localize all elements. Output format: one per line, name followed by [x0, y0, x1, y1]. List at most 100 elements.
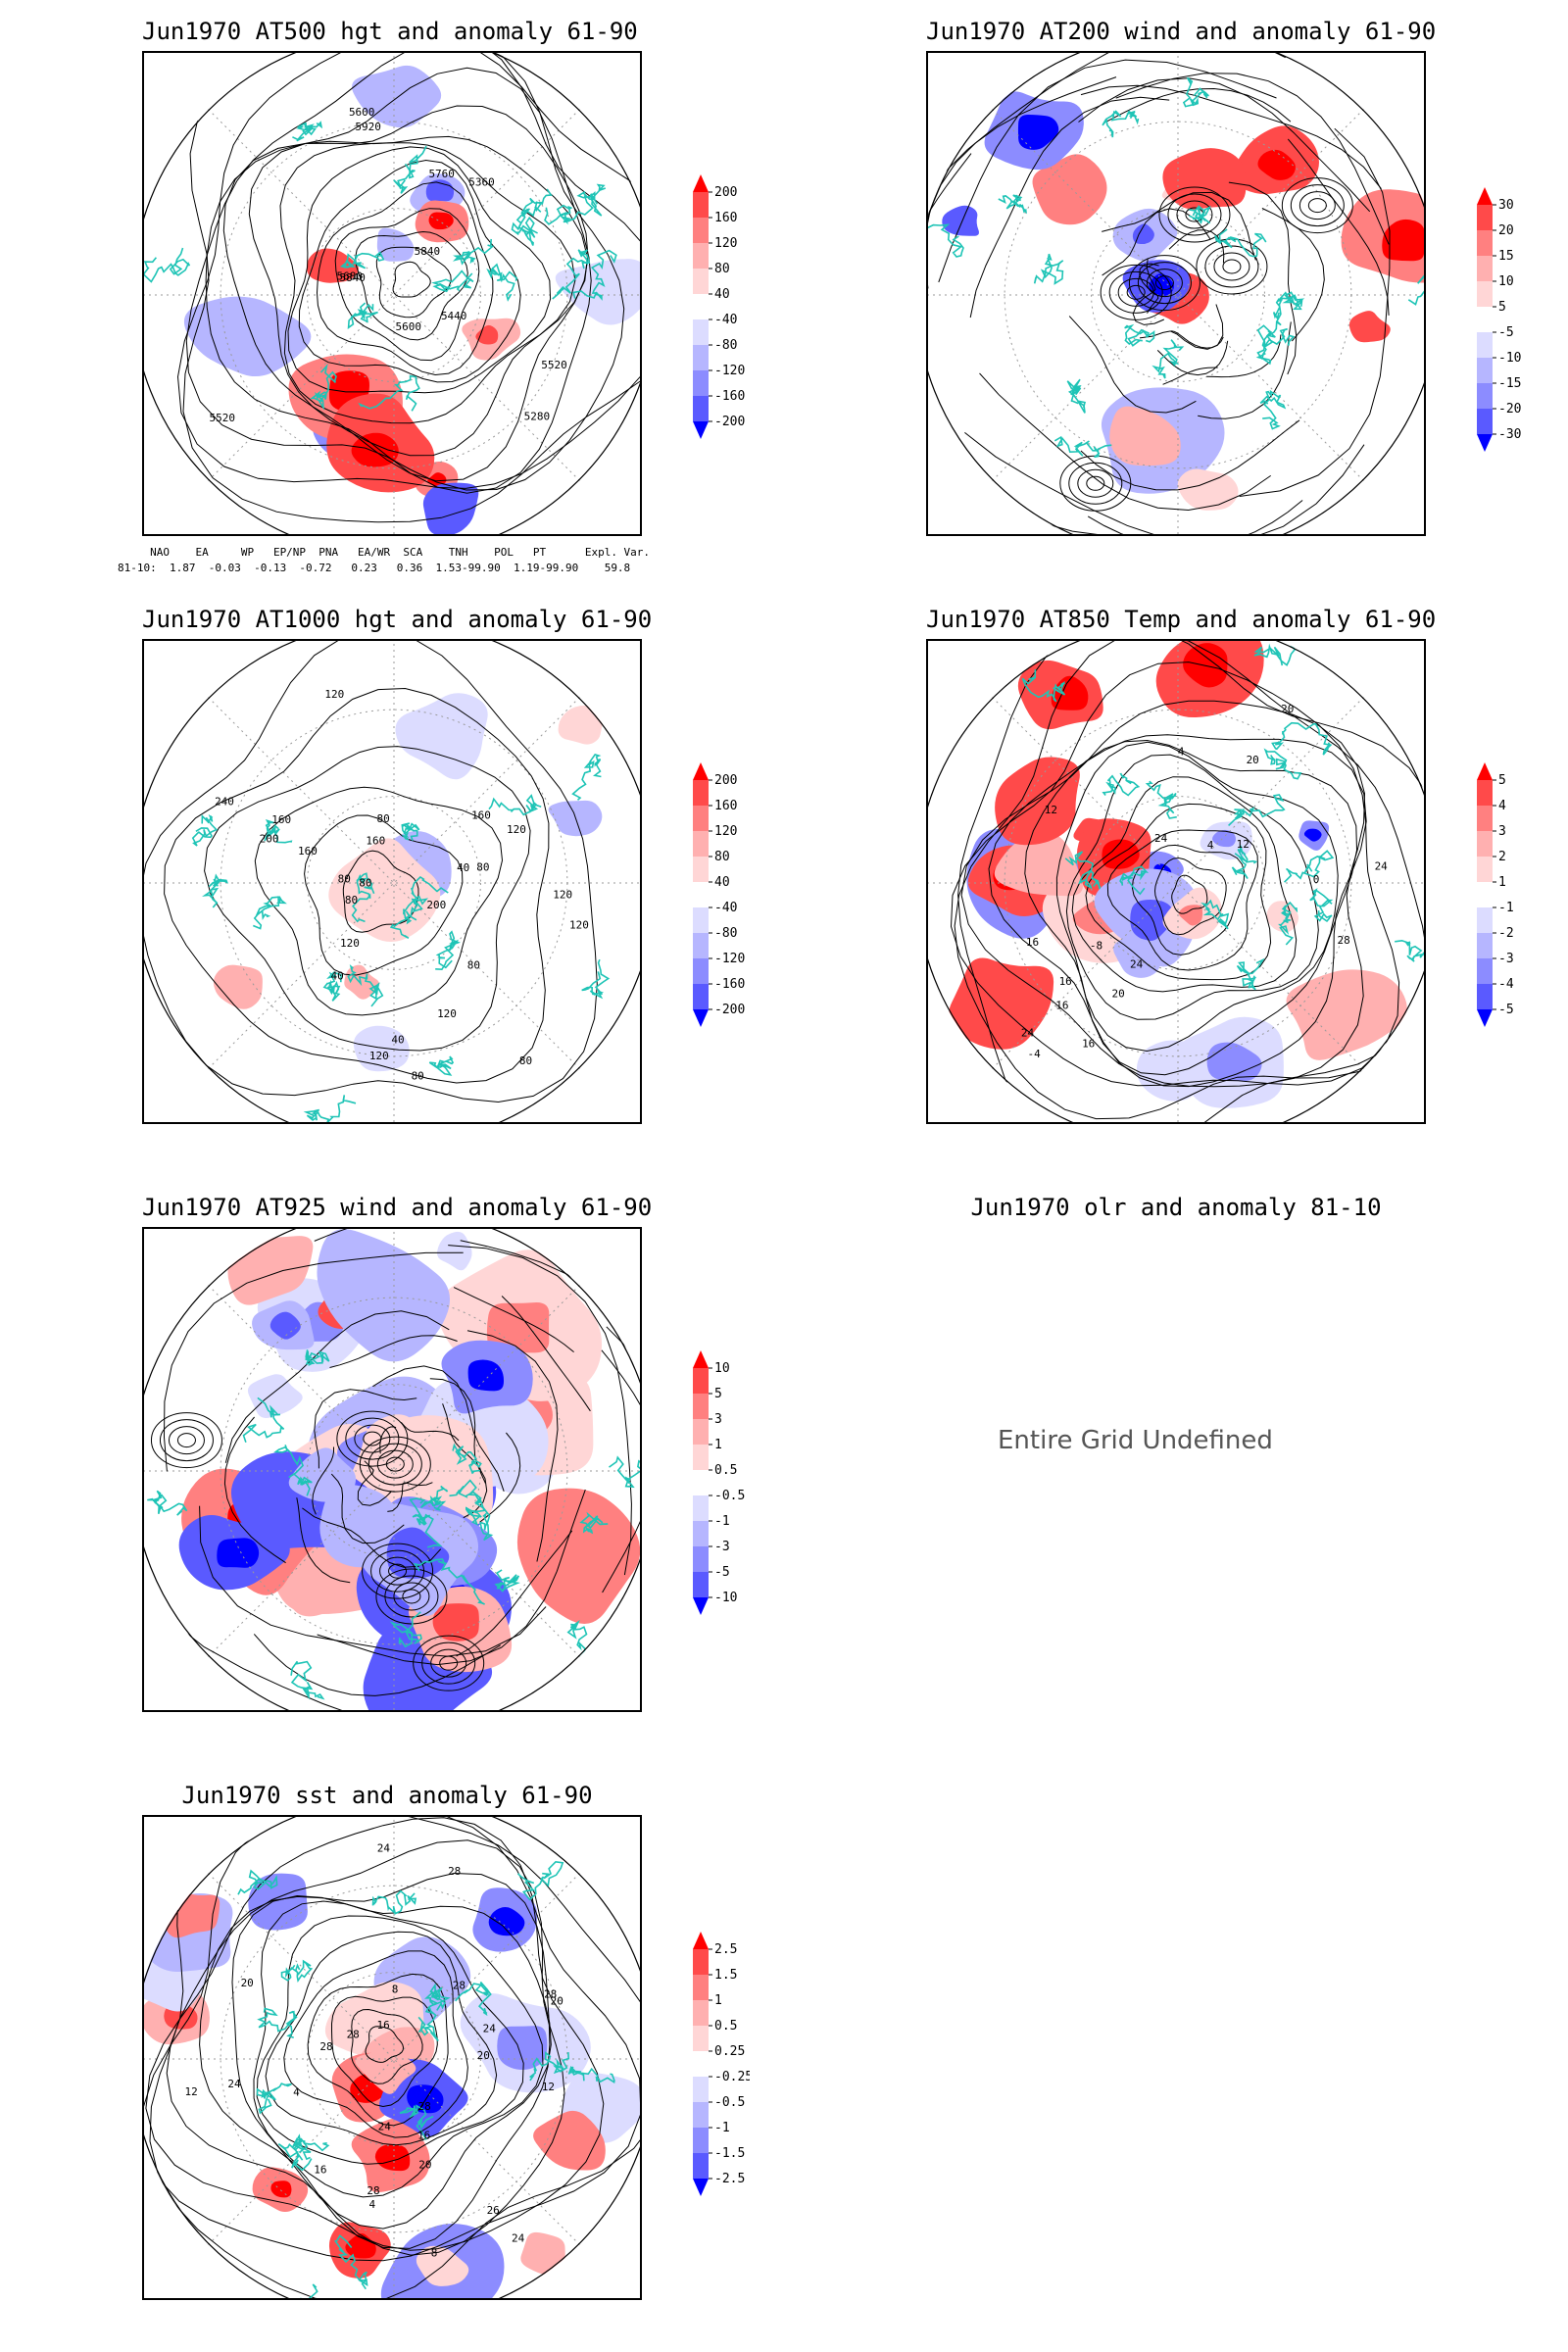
eddy-streamline [150, 1412, 222, 1469]
contour-line [1131, 844, 1246, 956]
colorbar-tick-label: -15 [1498, 376, 1521, 391]
panel-title-olr: Jun1970 olr and anomaly 81-10 [970, 1194, 1382, 1221]
eddy-streamline [375, 1568, 448, 1625]
colorbar-tick-label: 4 [1498, 799, 1506, 813]
colorbar-tick-label: -3 [714, 1540, 730, 1554]
colorbar-tick-label: 5 [1498, 300, 1506, 315]
contour-label: 160 [471, 809, 491, 822]
coastline [452, 1443, 482, 1475]
contour-line [279, 142, 576, 424]
coastline [1124, 323, 1155, 347]
contour-label: 120 [369, 1050, 389, 1062]
contour-line [298, 159, 521, 383]
eddy-streamline [388, 1563, 408, 1579]
positive-anomaly-area [995, 757, 1080, 846]
colorbar-850: 5 4 3 2 1 -1 -2 -3 -4 -5 [1477, 762, 1514, 1027]
contour-line [231, 1894, 552, 2230]
coastline [147, 1490, 188, 1516]
colorbar-arrow-bottom [1477, 434, 1493, 452]
panel-title-850: Jun1970 AT850 Temp and anomaly 61-90 [926, 606, 1437, 633]
colorbar-swatch [693, 1495, 709, 1521]
eddy-streamline [1290, 184, 1345, 227]
contour-line [316, 181, 494, 376]
coastline [486, 263, 517, 302]
coastline [529, 2051, 570, 2082]
streamline [1168, 229, 1225, 264]
anomaly-core [497, 2026, 548, 2071]
eddy-streamline [385, 1456, 405, 1472]
streamline [253, 1634, 501, 1696]
colorbar-arrow-top [693, 174, 709, 192]
eddy-streamline [1281, 177, 1353, 234]
contour-line [954, 641, 1424, 1120]
coastline [1102, 772, 1141, 797]
colorbar-swatch [693, 1949, 709, 1975]
negative-anomaly-area [317, 1229, 451, 1362]
negative-anomaly-area [395, 693, 488, 780]
coastline [544, 195, 594, 225]
positive-anomaly-area [1177, 468, 1239, 511]
panel-title-925: Jun1970 AT925 wind and anomaly 61-90 [142, 1194, 653, 1221]
contour-line [204, 746, 531, 1052]
colorbar-swatch [693, 806, 709, 831]
coastline [371, 1889, 417, 1915]
contour-label: 24 [1021, 1027, 1035, 1040]
map-panel-500: 5520 5600 5280 5360 5440 5520 5600 5680 5760 5840… [142, 51, 642, 536]
coastline [1189, 204, 1211, 224]
colorbar-tick-label: -1 [1498, 901, 1514, 915]
coastline [1119, 865, 1150, 896]
colorbar-tick-label: -2.5 [714, 2172, 745, 2186]
coastline [1275, 291, 1305, 311]
contour-label: 20 [1111, 988, 1124, 1001]
colorbar-tick-label: 1 [1498, 875, 1506, 890]
colorbar-tick-label: -30 [1498, 427, 1521, 442]
anomaly-core [1149, 272, 1175, 297]
negative-anomaly-area [183, 296, 312, 377]
contour-label: 4 [1207, 839, 1214, 852]
streamline [1162, 367, 1218, 385]
colorbar-tick-label: -4 [1498, 977, 1514, 992]
contour-label: 16 [1059, 975, 1072, 988]
colorbar-swatch [693, 1546, 709, 1572]
colorbar-tick-label: 40 [714, 287, 730, 302]
streamline [312, 1446, 334, 1515]
eddy-streamline [1222, 259, 1242, 274]
eddy-streamline [430, 1648, 467, 1678]
eddy-streamline [1298, 191, 1336, 220]
streamline [928, 153, 972, 311]
colorbar-swatch [693, 1394, 709, 1419]
streamline [1261, 208, 1325, 342]
coastline [351, 872, 375, 923]
colorbar-tick-label: -3 [1498, 952, 1514, 966]
latitude-circle [307, 208, 481, 382]
eddy-streamline [393, 1582, 430, 1611]
contour-label: 20 [551, 1995, 564, 2008]
coastline [1102, 110, 1140, 138]
streamline [456, 1530, 573, 1657]
colorbar-tick-label: 120 [714, 236, 737, 251]
coastline [1033, 253, 1064, 285]
anomaly-core [1211, 829, 1236, 848]
colorbar-tick-label: 0.5 [714, 2019, 737, 2034]
contour-line [392, 261, 431, 298]
positive-anomaly-area [994, 830, 1083, 897]
teleconnection-values: 81-10: 1.87 -0.03 -0.13 -0.72 0.23 0.36 … [118, 562, 631, 574]
colorbar-arrow-top [693, 1932, 709, 1949]
colorbar-swatch [693, 370, 709, 396]
colorbar-swatch [693, 984, 709, 1009]
contour-label: 16 [1026, 936, 1039, 949]
anomaly-core [432, 1603, 479, 1642]
colorbar-swatch [1477, 882, 1493, 907]
coastline [290, 1660, 325, 1700]
colorbar-swatch [693, 2077, 709, 2102]
contour-label: 24 [1375, 860, 1389, 873]
positive-anomaly-area [1266, 901, 1299, 933]
anomaly-core [270, 1311, 301, 1340]
contour-line [1171, 874, 1208, 914]
colorbar-tick-label: -80 [714, 338, 737, 353]
streamline [1080, 419, 1300, 491]
colorbar-swatch [693, 780, 709, 806]
positive-anomaly-area [949, 957, 1054, 1050]
colorbar-tick-label: 2 [1498, 850, 1506, 864]
coastline [1182, 76, 1209, 108]
